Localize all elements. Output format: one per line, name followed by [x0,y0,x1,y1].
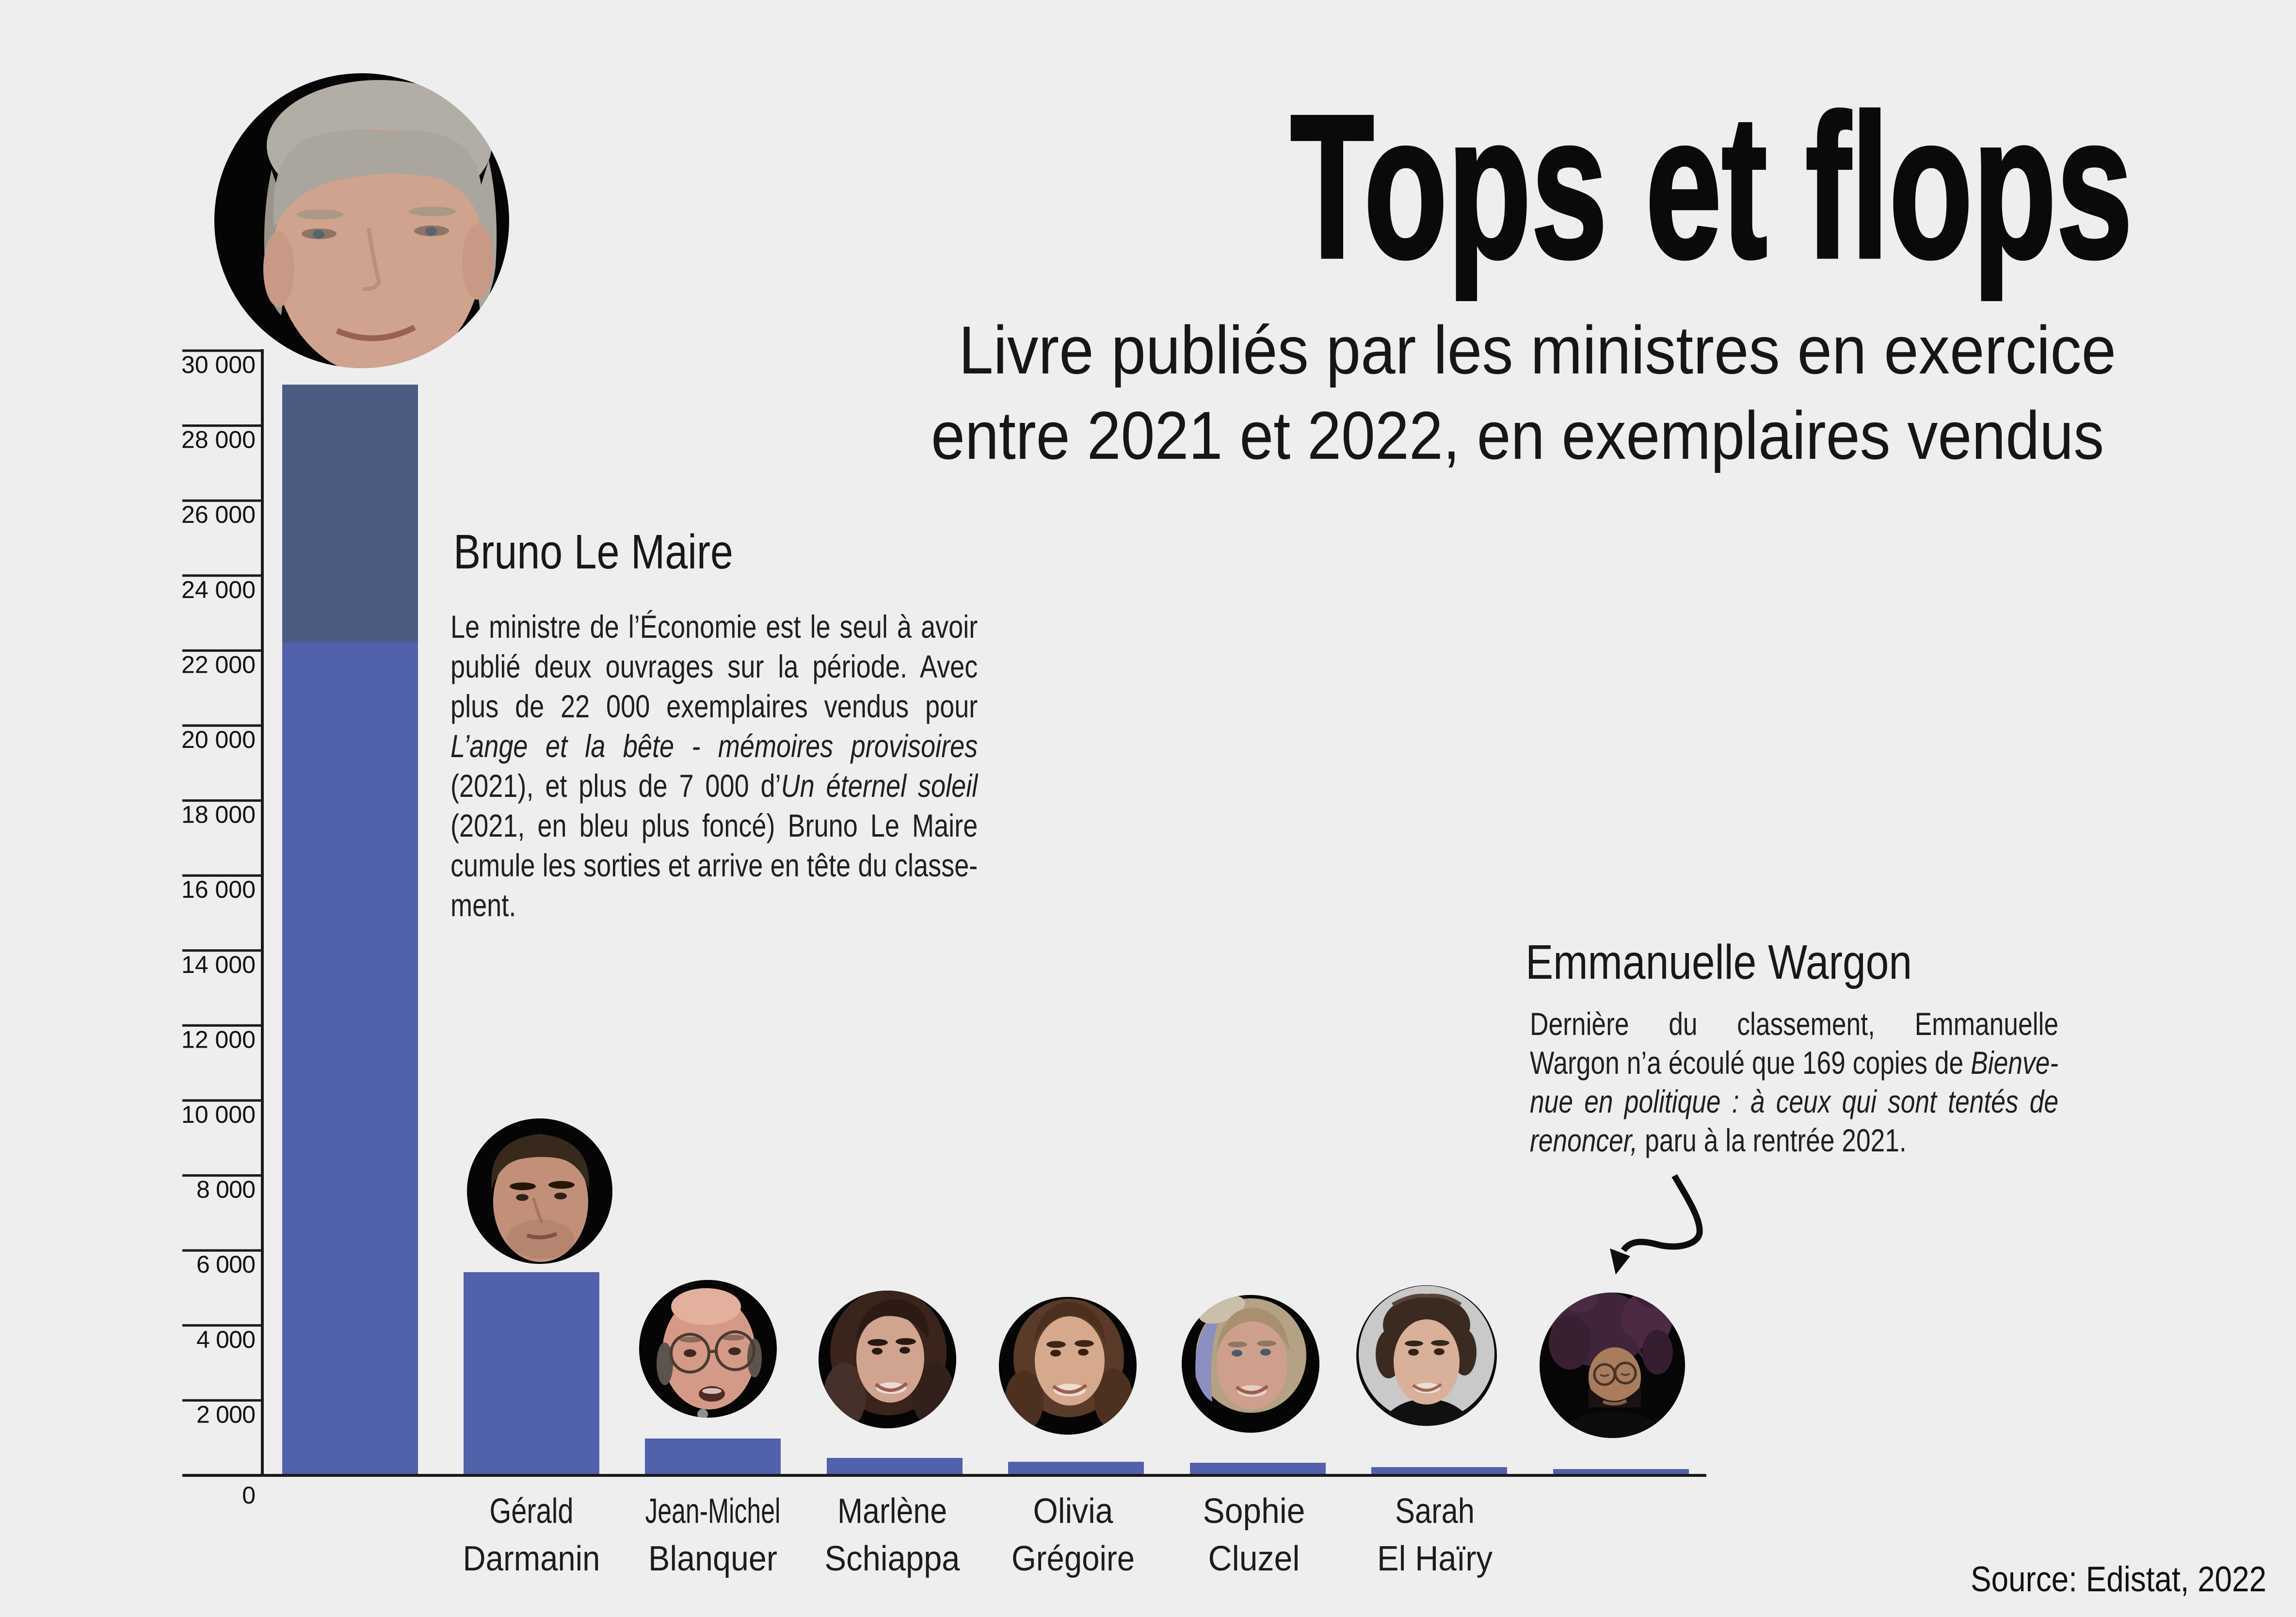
svg-text:Darmanin: Darmanin [463,1539,600,1578]
svg-text:Schiappa: Schiappa [825,1539,961,1578]
svg-text:Source: Edistat, 2022: Source: Edistat, 2022 [1971,1560,2266,1599]
svg-text:0: 0 [242,1482,256,1509]
svg-text:Marlène: Marlène [837,1492,947,1531]
svg-text:30 000: 30 000 [181,351,256,378]
svg-text:El Haïry: El Haïry [1377,1539,1493,1578]
svg-text:14 000: 14 000 [181,951,256,978]
svg-text:20 000: 20 000 [181,726,256,753]
svg-text:Olivia: Olivia [1033,1492,1114,1531]
svg-text:2 000: 2 000 [196,1401,256,1428]
svg-text:Tops et flops: Tops et flops [1290,73,2133,302]
svg-text:4 000: 4 000 [196,1326,256,1353]
svg-text:Livre publiés par les ministre: Livre publiés par les ministres en exerc… [959,312,2116,388]
svg-text:Blanquer: Blanquer [648,1539,777,1578]
svg-text:10 000: 10 000 [181,1101,256,1128]
svg-text:12 000: 12 000 [181,1026,256,1053]
svg-text:entre 2021 et 2022, en exempla: entre 2021 et 2022, en exemplaires vendu… [931,397,2104,473]
svg-text:26 000: 26 000 [181,501,256,528]
svg-text:Cluzel: Cluzel [1208,1539,1300,1578]
svg-text:8 000: 8 000 [196,1176,256,1203]
svg-text:22 000: 22 000 [181,651,256,678]
svg-text:Emmanuelle Wargon: Emmanuelle Wargon [1525,935,1912,989]
svg-text:Bruno Le Maire: Bruno Le Maire [453,525,733,579]
svg-text:Sarah: Sarah [1395,1492,1475,1531]
svg-text:Gérald: Gérald [490,1492,574,1531]
svg-text:Grégoire: Grégoire [1012,1539,1135,1578]
svg-text:6 000: 6 000 [196,1251,256,1278]
svg-text:16 000: 16 000 [181,876,256,903]
svg-text:Sophie: Sophie [1203,1492,1305,1531]
svg-text:18 000: 18 000 [181,801,256,828]
svg-text:Jean-Michel: Jean-Michel [645,1492,781,1531]
svg-text:28 000: 28 000 [181,426,256,453]
svg-text:24 000: 24 000 [181,576,256,603]
